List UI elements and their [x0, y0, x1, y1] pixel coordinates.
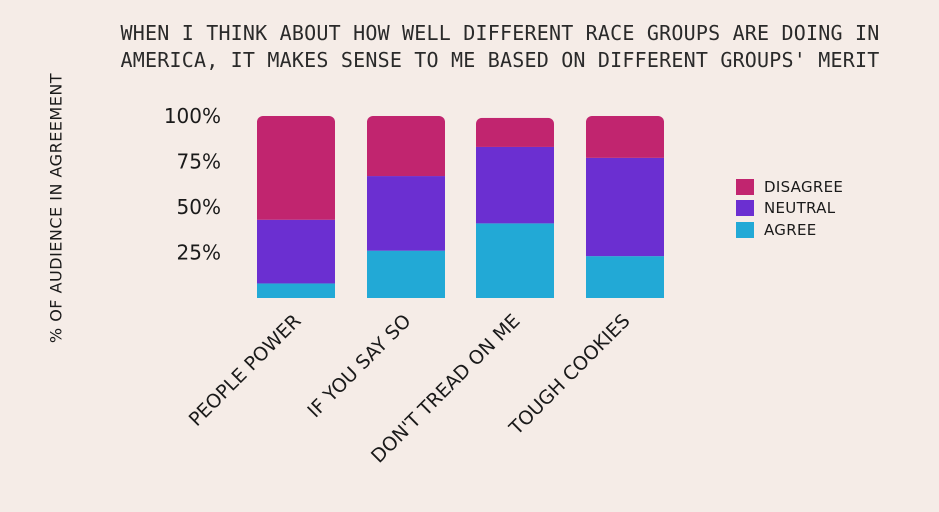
legend-swatch — [736, 200, 754, 217]
bar-neutral-if-you-say-so — [367, 176, 445, 251]
x-tick-label: TOUGH COOKIES — [505, 310, 635, 440]
bar-stack-people-power — [257, 116, 335, 298]
legend-item-agree: AGREE — [736, 219, 843, 241]
bar-disagree-don-t-tread-on-me — [476, 117, 554, 147]
chart-title: WHEN I THINK ABOUT HOW WELL DIFFERENT RA… — [60, 20, 939, 74]
chart-title-line-2: AMERICA, IT MAKES SENSE TO ME BASED ON D… — [120, 48, 880, 72]
x-tick-label: IF YOU SAY SO — [303, 310, 415, 422]
bar-agree-people-power — [257, 283, 335, 298]
legend-item-disagree: DISAGREE — [736, 176, 843, 198]
legend-swatch — [736, 221, 754, 238]
legend-label: DISAGREE — [764, 177, 844, 196]
y-tick-label: 75% — [177, 150, 221, 174]
y-axis-ticks: 25% 50% 75% 100% — [164, 104, 221, 265]
bar-stack-if-you-say-so — [367, 116, 445, 298]
bar-agree-tough-cookies — [586, 256, 664, 298]
bar-neutral-people-power — [257, 219, 335, 284]
legend-item-neutral: NEUTRAL — [736, 198, 843, 220]
bar-disagree-if-you-say-so — [367, 116, 445, 177]
bar-stack-tough-cookies — [586, 116, 664, 298]
chart-title-line-1: WHEN I THINK ABOUT HOW WELL DIFFERENT RA… — [120, 21, 880, 45]
bars — [257, 116, 664, 298]
legend-swatch — [736, 178, 754, 195]
y-tick-label: 100% — [164, 104, 221, 128]
legend-label: AGREE — [764, 220, 817, 239]
bar-neutral-tough-cookies — [586, 157, 664, 257]
bar-agree-don-t-tread-on-me — [476, 223, 554, 298]
bar-agree-if-you-say-so — [367, 250, 445, 298]
bar-disagree-tough-cookies — [586, 116, 664, 158]
y-tick-label: 25% — [177, 241, 221, 265]
legend-label: NEUTRAL — [764, 199, 836, 218]
x-tick-label: PEOPLE POWER — [185, 310, 306, 431]
bar-stack-don-t-tread-on-me — [476, 117, 554, 298]
bar-disagree-people-power — [257, 116, 335, 220]
y-tick-label: 50% — [177, 195, 221, 219]
bar-neutral-don-t-tread-on-me — [476, 146, 554, 224]
legend: DISAGREE NEUTRAL AGREE — [736, 176, 843, 241]
